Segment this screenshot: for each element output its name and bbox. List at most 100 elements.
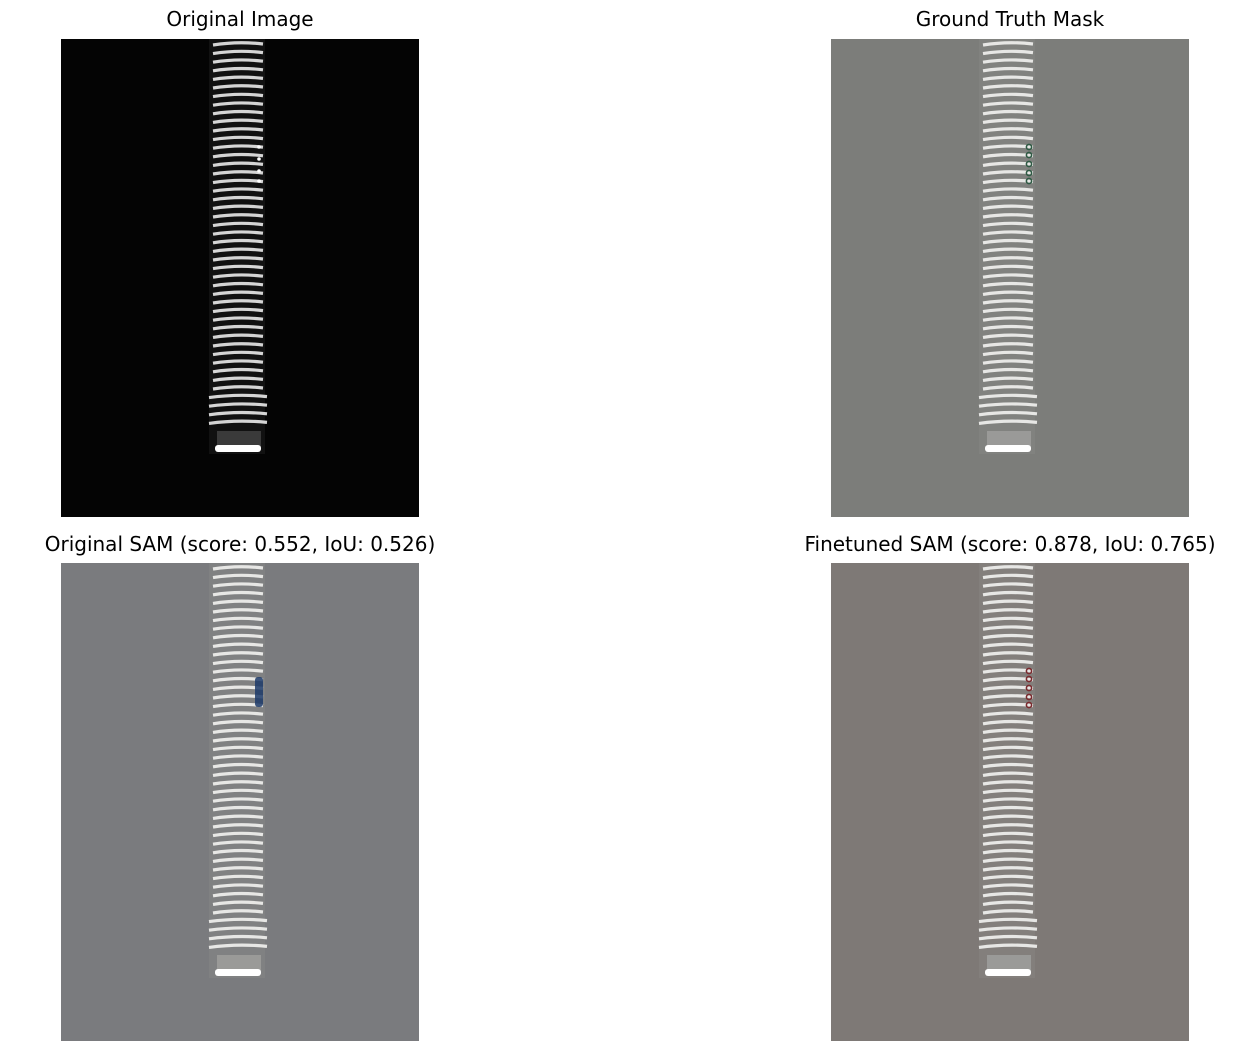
- thread-stripe: [982, 831, 1034, 838]
- thread-stripe: [982, 745, 1034, 752]
- ground-truth-mask-panel: [831, 39, 1189, 517]
- thread-stripe: [208, 419, 268, 425]
- thread-stripe: [982, 84, 1034, 90]
- thread-stripe: [982, 307, 1034, 314]
- thread-stripe: [982, 376, 1034, 382]
- thread-stripe: [982, 118, 1034, 124]
- thread-stripe: [208, 393, 268, 400]
- thread-stripe: [982, 848, 1034, 855]
- thread-stripe: [982, 342, 1034, 348]
- thread-stripe: [212, 814, 264, 820]
- thread-stripe: [982, 41, 1034, 47]
- thread-stripe: [212, 101, 264, 107]
- thread-stripe: [978, 917, 1038, 924]
- thread-stripe: [212, 264, 264, 271]
- thread-stripe: [982, 676, 1034, 683]
- thread-stripe: [982, 273, 1034, 279]
- thread-stripe: [212, 230, 264, 236]
- panel-title-original-sam: Original SAM (score: 0.552, IoU: 0.526): [44, 532, 436, 556]
- thread-stripe: [212, 127, 264, 133]
- thread-stripe: [208, 926, 268, 932]
- thread-stripe: [208, 943, 268, 949]
- defect-spot: [257, 179, 261, 183]
- thread-stripe: [982, 58, 1034, 64]
- thread-stripe: [982, 152, 1034, 159]
- thread-stripe: [212, 642, 264, 648]
- thread-stripe: [212, 668, 264, 674]
- thread-stripe: [212, 281, 264, 288]
- thread-stripe: [212, 376, 264, 382]
- thread-stripe: [212, 900, 264, 906]
- screw-tip-highlight: [985, 445, 1031, 452]
- thread-stripe: [982, 573, 1034, 580]
- thread-stripe: [978, 934, 1038, 941]
- thread-stripe: [212, 857, 264, 863]
- thread-stripe: [982, 840, 1034, 846]
- thread-stripe: [212, 719, 264, 726]
- thread-stripe: [212, 316, 264, 322]
- screw-body: [979, 563, 1035, 978]
- screw-tip-highlight: [215, 969, 261, 976]
- thread-stripe: [212, 659, 264, 666]
- screw-threads: [208, 565, 268, 949]
- thread-stripe: [982, 711, 1034, 717]
- panel-title-original-image: Original Image: [166, 7, 314, 31]
- thread-stripe: [212, 92, 264, 99]
- thread-stripe: [982, 213, 1034, 219]
- thread-stripe: [982, 668, 1034, 674]
- thread-stripe: [212, 616, 264, 623]
- thread-stripe: [982, 771, 1034, 777]
- thread-stripe: [212, 247, 264, 253]
- thread-stripe: [212, 350, 264, 357]
- thread-stripe: [212, 573, 264, 580]
- thread-stripe: [982, 66, 1034, 73]
- thread-stripe: [212, 883, 264, 889]
- mask-overlay: [1025, 667, 1033, 709]
- thread-stripe: [212, 49, 264, 56]
- thread-stripe: [212, 866, 264, 872]
- finetuned-sam-panel: [831, 563, 1189, 1041]
- thread-stripe: [982, 659, 1034, 666]
- thread-stripe: [978, 419, 1038, 425]
- thread-stripe: [982, 702, 1034, 709]
- thread-stripe: [982, 823, 1034, 829]
- thread-stripe: [982, 247, 1034, 253]
- thread-stripe: [212, 135, 264, 142]
- thread-stripe: [982, 633, 1034, 640]
- thread-stripe: [982, 582, 1034, 588]
- thread-stripe: [982, 75, 1034, 81]
- thread-stripe: [212, 213, 264, 219]
- thread-stripe: [212, 333, 264, 339]
- original-image-panel: [61, 39, 419, 517]
- thread-stripe: [982, 788, 1034, 795]
- screw-threads: [208, 41, 268, 425]
- thread-stripe: [212, 780, 264, 786]
- thread-stripe: [982, 256, 1034, 262]
- thread-stripe: [982, 144, 1034, 150]
- thread-stripe: [208, 402, 268, 408]
- thread-stripe: [982, 178, 1034, 185]
- thread-stripe: [212, 599, 264, 605]
- thread-stripe: [212, 771, 264, 777]
- screw-body: [209, 563, 265, 978]
- thread-stripe: [982, 900, 1034, 906]
- thread-stripe: [982, 187, 1034, 193]
- thread-stripe: [212, 307, 264, 314]
- thread-stripe: [982, 891, 1034, 898]
- thread-stripe: [982, 109, 1034, 116]
- thread-stripe: [208, 917, 268, 924]
- thread-stripe: [212, 290, 264, 296]
- thread-stripe: [982, 49, 1034, 56]
- thread-stripe: [982, 127, 1034, 133]
- thread-stripe: [212, 66, 264, 73]
- thread-stripe: [982, 359, 1034, 365]
- thread-stripe: [982, 805, 1034, 812]
- thread-stripe: [982, 170, 1034, 176]
- thread-stripe: [212, 118, 264, 124]
- mask-overlay: [1025, 143, 1033, 185]
- thread-stripe: [212, 161, 264, 167]
- thread-stripe: [212, 273, 264, 279]
- thread-stripe: [982, 299, 1034, 305]
- thread-stripe: [982, 909, 1034, 915]
- screw-tip-highlight: [215, 445, 261, 452]
